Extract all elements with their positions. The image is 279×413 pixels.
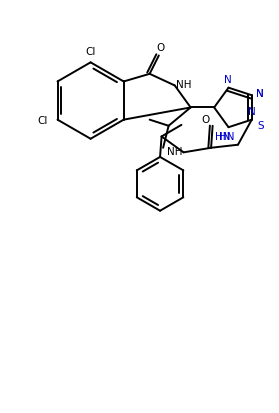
Text: O: O: [202, 115, 210, 125]
Text: O: O: [156, 43, 165, 53]
Text: HN: HN: [215, 131, 231, 141]
Text: N: N: [256, 88, 264, 99]
Text: N: N: [249, 107, 256, 117]
Text: N: N: [224, 75, 232, 85]
Text: NH: NH: [176, 80, 191, 90]
Text: NH: NH: [167, 147, 182, 157]
Text: N: N: [256, 88, 264, 99]
Text: HN: HN: [219, 132, 235, 142]
Text: Cl: Cl: [37, 115, 47, 126]
Text: S: S: [258, 121, 264, 131]
Text: Cl: Cl: [85, 47, 96, 57]
